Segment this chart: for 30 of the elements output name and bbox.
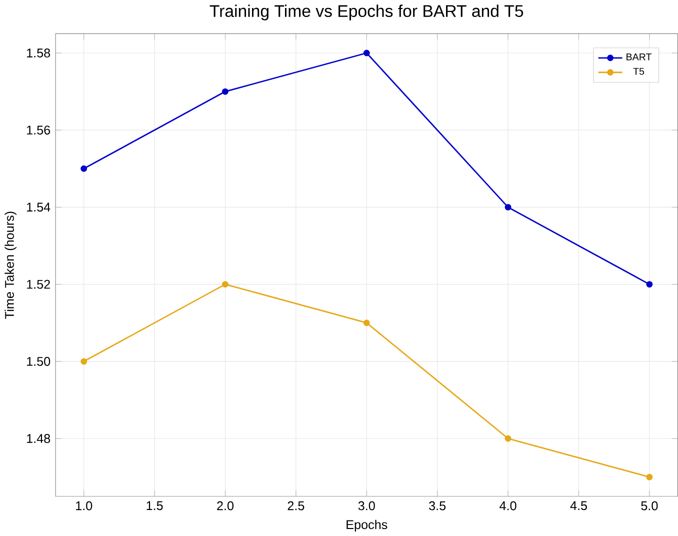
legend-label: BART: [626, 53, 652, 60]
x-tick-label: 3.0: [358, 501, 375, 510]
point: [363, 50, 370, 56]
x-tick-label: 2.5: [288, 501, 304, 510]
point: [80, 165, 88, 172]
x-tick-label: 1.0: [76, 501, 92, 510]
x-tick-label: 4.0: [500, 501, 516, 510]
x-tick-label: 1.5: [146, 501, 163, 510]
point: [363, 319, 370, 326]
y-tick-label: 1.48: [27, 434, 50, 443]
point: [222, 280, 228, 288]
legend-label: T5: [633, 68, 644, 75]
y-tick-label: 1.50: [27, 356, 50, 366]
y-tick-label: 1.54: [27, 202, 50, 212]
point: [646, 280, 653, 288]
y-tick-label: 1.58: [27, 48, 50, 58]
point: [504, 435, 512, 442]
y-tick-label: 1.52: [27, 280, 50, 289]
point: [80, 358, 88, 364]
x-tick-label: 4.5: [570, 501, 587, 510]
x-tick-label: 5.0: [641, 501, 658, 510]
y-axis-title: Time Taken (hours): [4, 212, 16, 319]
point: [222, 88, 228, 95]
x-axis-title: Epochs: [346, 520, 388, 532]
point: [646, 474, 653, 480]
chart-title: Training Time vs Epochs for BART and T5: [210, 4, 524, 20]
x-tick-label: 2.0: [217, 501, 234, 510]
y-tick-label: 1.56: [27, 125, 50, 134]
x-tick-label: 3.5: [429, 501, 446, 510]
point: [504, 204, 512, 210]
